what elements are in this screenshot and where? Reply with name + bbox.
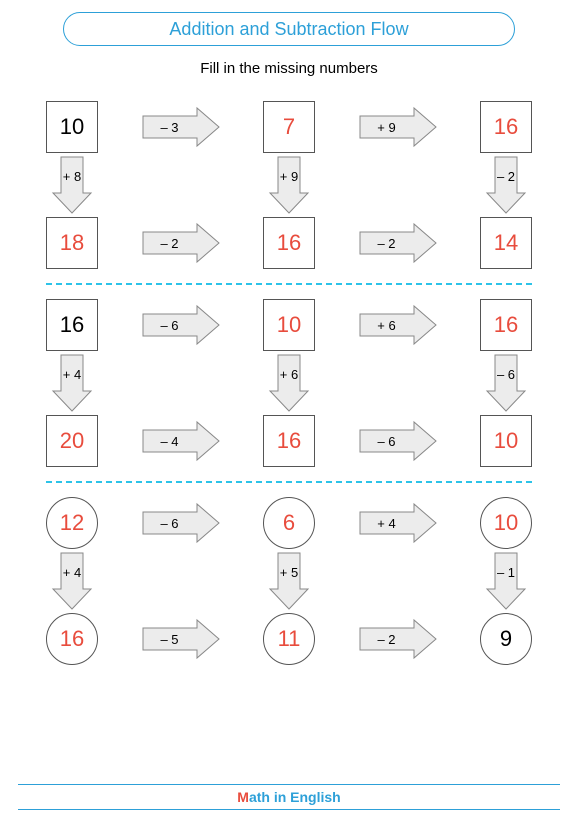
number-cell: 6 (263, 497, 315, 549)
operation-label: + 5 (268, 565, 310, 580)
operation-label: + 9 (268, 169, 310, 184)
flow-row: 16 – 5 11 – 2 9 (46, 611, 532, 667)
right-arrow-icon: + 9 (358, 106, 438, 148)
flow-section: 16 – 6 10 + 6 16 + 4 + 6 – 6 20 – 4 16 –… (18, 297, 560, 469)
operation-label: + 4 (51, 565, 93, 580)
flow-vert-row: + 8 + 9 – 2 (46, 155, 532, 215)
operation-label: – 3 (141, 120, 199, 135)
operation-label: – 2 (358, 236, 416, 251)
flow-row: 10 – 3 7 + 9 16 (46, 99, 532, 155)
number-cell: 10 (263, 299, 315, 351)
number-cell: 10 (480, 415, 532, 467)
right-arrow-icon: – 6 (141, 502, 221, 544)
number-cell: 16 (480, 299, 532, 351)
down-arrow-icon: + 4 (51, 551, 93, 611)
footer-rest: ath in English (249, 789, 341, 805)
flow-section: 10 – 3 7 + 9 16 + 8 + 9 – 2 18 – 2 16 – … (18, 99, 560, 271)
flow-row: 18 – 2 16 – 2 14 (46, 215, 532, 271)
right-arrow-icon: – 2 (141, 222, 221, 264)
section-divider (46, 481, 532, 483)
down-arrow-icon: + 5 (268, 551, 310, 611)
right-arrow-icon: – 4 (141, 420, 221, 462)
operation-label: – 4 (141, 434, 199, 449)
sections-container: 10 – 3 7 + 9 16 + 8 + 9 – 2 18 – 2 16 – … (18, 99, 560, 667)
operation-label: + 9 (358, 120, 416, 135)
operation-label: + 4 (358, 516, 416, 531)
flow-vert-row: + 4 + 5 – 1 (46, 551, 532, 611)
right-arrow-icon: – 3 (141, 106, 221, 148)
flow-row: 12 – 6 6 + 4 10 (46, 495, 532, 551)
number-cell: 16 (480, 101, 532, 153)
number-cell: 12 (46, 497, 98, 549)
instruction-text: Fill in the missing numbers (18, 60, 560, 77)
down-arrow-icon: + 8 (51, 155, 93, 215)
down-arrow-icon: + 6 (268, 353, 310, 413)
number-cell: 10 (46, 101, 98, 153)
down-arrow-icon: + 4 (51, 353, 93, 413)
right-arrow-icon: – 6 (141, 304, 221, 346)
flow-section: 12 – 6 6 + 4 10 + 4 + 5 – 1 16 – 5 11 – … (18, 495, 560, 667)
section-divider (46, 283, 532, 285)
operation-label: + 6 (268, 367, 310, 382)
right-arrow-icon: – 5 (141, 618, 221, 660)
operation-label: + 4 (51, 367, 93, 382)
down-arrow-icon: – 6 (485, 353, 527, 413)
operation-label: – 2 (485, 169, 527, 184)
operation-label: – 6 (141, 516, 199, 531)
right-arrow-icon: – 6 (358, 420, 438, 462)
right-arrow-icon: – 2 (358, 222, 438, 264)
right-arrow-icon: – 2 (358, 618, 438, 660)
number-cell: 9 (480, 613, 532, 665)
down-arrow-icon: – 1 (485, 551, 527, 611)
operation-label: – 6 (141, 318, 199, 333)
operation-label: – 1 (485, 565, 527, 580)
flow-row: 16 – 6 10 + 6 16 (46, 297, 532, 353)
operation-label: + 8 (51, 169, 93, 184)
operation-label: – 2 (141, 236, 199, 251)
number-cell: 14 (480, 217, 532, 269)
right-arrow-icon: + 4 (358, 502, 438, 544)
number-cell: 20 (46, 415, 98, 467)
operation-label: – 2 (358, 632, 416, 647)
operation-label: – 6 (485, 367, 527, 382)
number-cell: 16 (46, 613, 98, 665)
down-arrow-icon: + 9 (268, 155, 310, 215)
number-cell: 16 (263, 217, 315, 269)
flow-row: 20 – 4 16 – 6 10 (46, 413, 532, 469)
operation-label: – 6 (358, 434, 416, 449)
down-arrow-icon: – 2 (485, 155, 527, 215)
footer-brand: Math in English (18, 784, 560, 810)
right-arrow-icon: + 6 (358, 304, 438, 346)
footer-m: M (237, 789, 249, 805)
operation-label: – 5 (141, 632, 199, 647)
number-cell: 16 (263, 415, 315, 467)
number-cell: 10 (480, 497, 532, 549)
number-cell: 16 (46, 299, 98, 351)
number-cell: 11 (263, 613, 315, 665)
flow-vert-row: + 4 + 6 – 6 (46, 353, 532, 413)
number-cell: 7 (263, 101, 315, 153)
worksheet-title: Addition and Subtraction Flow (63, 12, 515, 46)
operation-label: + 6 (358, 318, 416, 333)
number-cell: 18 (46, 217, 98, 269)
